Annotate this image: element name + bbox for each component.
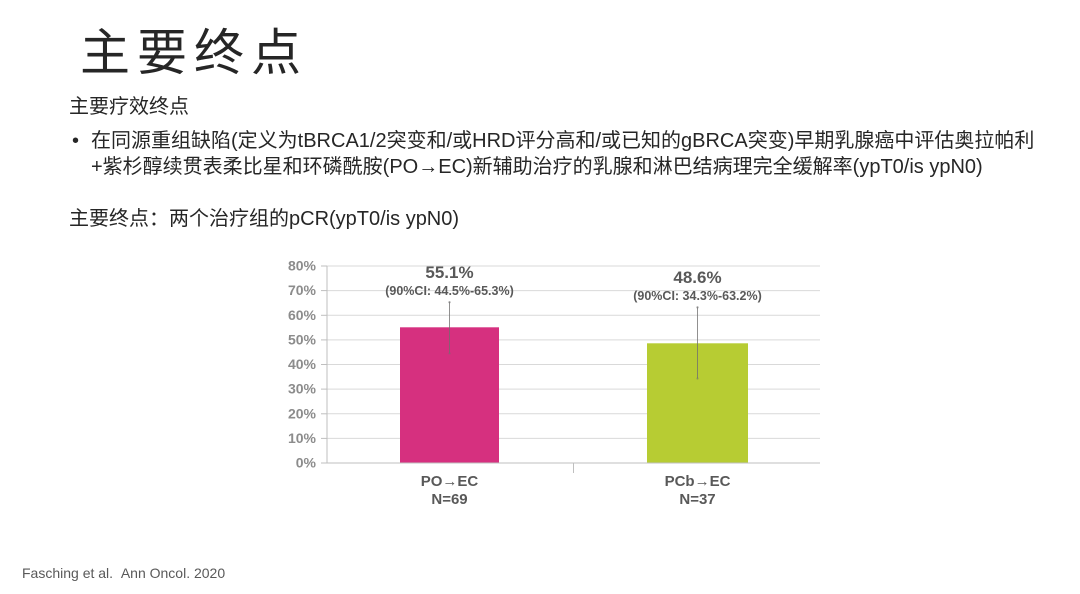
svg-text:55.1%: 55.1% [425,263,473,282]
svg-text:40%: 40% [288,356,317,372]
svg-text:0%: 0% [296,455,317,471]
svg-text:48.6%: 48.6% [673,268,721,287]
svg-text:30%: 30% [288,381,317,397]
svg-text:70%: 70% [288,282,317,298]
svg-text:50%: 50% [288,331,317,347]
svg-text:10%: 10% [288,430,317,446]
svg-text:N=37: N=37 [679,491,715,508]
svg-text:(90%CI: 34.3%-63.2%): (90%CI: 34.3%-63.2%) [633,289,762,303]
svg-text:(90%CI: 44.5%-65.3%): (90%CI: 44.5%-65.3%) [385,284,514,298]
svg-text:60%: 60% [288,307,317,323]
svg-text:PCb→EC: PCb→EC [665,473,731,490]
svg-text:20%: 20% [288,405,317,421]
svg-text:80%: 80% [288,258,317,274]
svg-text:N=69: N=69 [431,491,467,508]
svg-text:PO→EC: PO→EC [421,473,479,490]
